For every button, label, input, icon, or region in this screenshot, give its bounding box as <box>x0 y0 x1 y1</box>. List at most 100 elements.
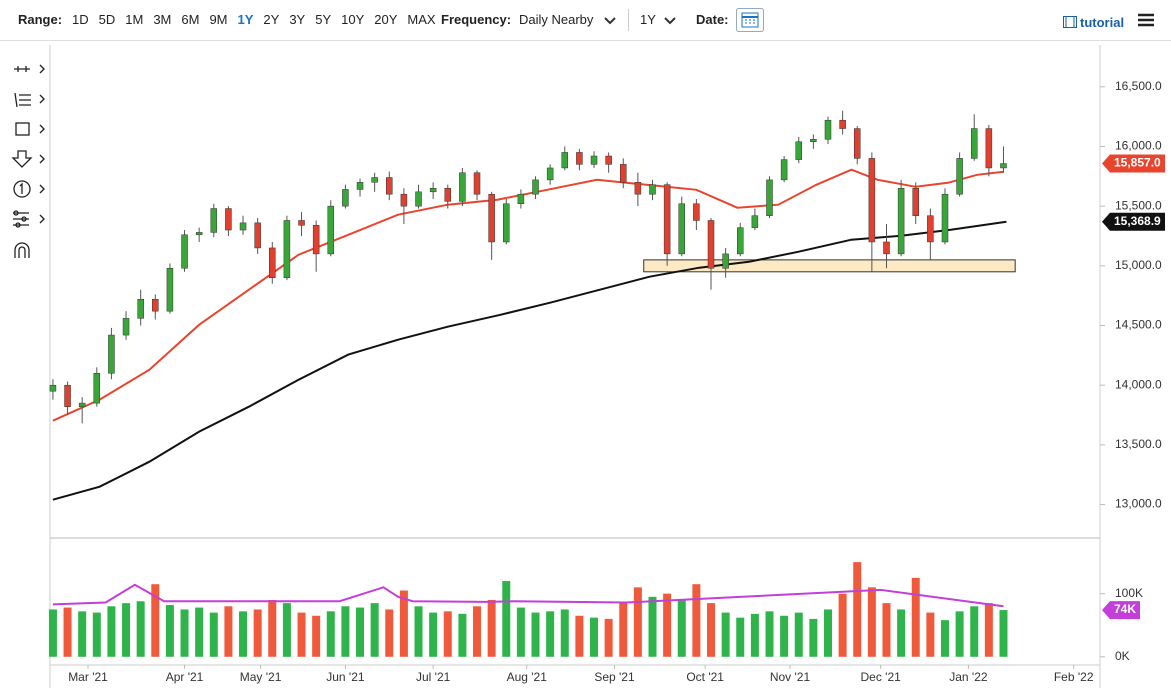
volume-bar <box>560 609 569 657</box>
candle-body <box>722 253 729 269</box>
volume-bar <box>926 612 935 657</box>
y-tick-label: 13,000.0 <box>1115 497 1162 511</box>
volume-tag <box>1102 601 1140 620</box>
candle-body <box>751 215 759 228</box>
range-button[interactable]: 5D <box>98 12 116 27</box>
x-tick-label: Nov '21 <box>770 670 811 684</box>
candle-body <box>64 384 71 407</box>
tool-icon[interactable] <box>14 92 45 108</box>
x-tick-label: Oct '21 <box>686 670 724 684</box>
candle-body <box>605 155 612 165</box>
volume-bar <box>165 605 174 657</box>
volume-bar <box>414 606 423 657</box>
tool-icon[interactable] <box>13 180 45 198</box>
candle-body <box>444 187 452 202</box>
volume-bar <box>677 599 686 657</box>
candle-body <box>927 215 934 243</box>
range-button[interactable]: 20Y <box>374 12 398 27</box>
y-tick-label: 15,000.0 <box>1115 258 1162 272</box>
last-price-label: 15,368.9 <box>1114 214 1161 228</box>
tool-icon[interactable] <box>14 242 30 258</box>
volume-bar <box>823 609 832 657</box>
candle-body <box>459 172 466 202</box>
candle-body <box>1000 163 1007 169</box>
volume-bar <box>195 607 204 657</box>
moving-average <box>52 168 1004 422</box>
x-tick-label: Jun '21 <box>326 670 365 684</box>
candle-body <box>473 172 481 195</box>
range-button[interactable]: 5Y <box>315 12 332 27</box>
tool-icon[interactable] <box>13 210 45 228</box>
volume-bar <box>721 612 730 657</box>
volume-bar <box>780 615 789 657</box>
candle-body <box>78 402 86 407</box>
volume-bar <box>940 620 949 657</box>
candle-body <box>532 179 539 195</box>
y-tick-label: 16,500.0 <box>1115 79 1162 93</box>
tutorial-link[interactable]: tutorial <box>1080 15 1125 30</box>
chevron <box>664 17 676 25</box>
menu-button[interactable] <box>1138 13 1154 27</box>
candle-body <box>122 318 130 336</box>
volume-bar <box>838 593 847 657</box>
volume-bar <box>312 615 321 657</box>
candle-body <box>195 232 203 236</box>
candle-body <box>707 220 715 269</box>
moving-average <box>52 220 1007 501</box>
range-button[interactable]: 1Y <box>237 12 254 27</box>
range-button[interactable]: MAX <box>407 12 436 27</box>
range-button[interactable]: 1M <box>125 12 144 27</box>
volume-bar <box>473 606 482 657</box>
range-button[interactable]: 2Y <box>263 12 280 27</box>
volume-bar <box>443 611 452 657</box>
last-price-tag <box>1102 154 1165 173</box>
tool-icon[interactable] <box>14 64 45 74</box>
range-button[interactable]: 1D <box>72 12 89 27</box>
volume-bar <box>984 603 993 657</box>
range-button[interactable]: 10Y <box>341 12 365 27</box>
candle-body <box>912 187 919 216</box>
volume-label: 74K <box>1114 602 1136 616</box>
volume-bar <box>794 612 803 657</box>
volume-bar <box>575 615 584 657</box>
candle-body <box>678 203 686 255</box>
plot-frame <box>49 45 1101 688</box>
tool-icon[interactable] <box>11 150 45 168</box>
range-button[interactable]: 3M <box>153 12 172 27</box>
candle-body <box>693 203 700 221</box>
candle-body <box>780 159 788 181</box>
candle-body <box>576 152 583 165</box>
volume-bar <box>955 611 964 657</box>
volume-bar <box>604 618 613 657</box>
candle-body <box>941 193 949 243</box>
calendar-button[interactable] <box>736 8 764 32</box>
volume-bar <box>356 607 365 657</box>
candle-body <box>137 299 144 319</box>
volume-bar <box>48 609 57 657</box>
volume-bar <box>107 606 116 657</box>
candle-body <box>356 182 364 190</box>
x-tick-label: Dec '21 <box>860 670 901 684</box>
x-tick-label: Apr '21 <box>166 670 204 684</box>
volume-bar <box>136 601 145 657</box>
period-select[interactable]: 1Y <box>640 12 656 27</box>
range-button[interactable]: 3Y <box>289 12 306 27</box>
candle-body <box>327 205 335 255</box>
candle-body <box>590 155 598 165</box>
y-tick-label: 14,000.0 <box>1115 377 1162 391</box>
candle-body <box>152 299 159 312</box>
frequency-select[interactable]: Daily Nearby <box>519 12 594 27</box>
candle-body <box>312 224 320 255</box>
volume-bar <box>63 607 72 657</box>
volume-bar <box>882 603 891 657</box>
range-button[interactable]: 9M <box>209 12 228 27</box>
volume-bar <box>619 603 628 657</box>
candle-body <box>386 177 393 195</box>
volume-bar <box>224 606 233 657</box>
volume-bar <box>897 609 906 657</box>
range-button[interactable]: 6M <box>181 12 200 27</box>
tool-icon[interactable] <box>15 122 45 136</box>
candle-body <box>488 193 495 243</box>
volume-bar <box>326 611 335 657</box>
volume-bar <box>970 606 979 657</box>
